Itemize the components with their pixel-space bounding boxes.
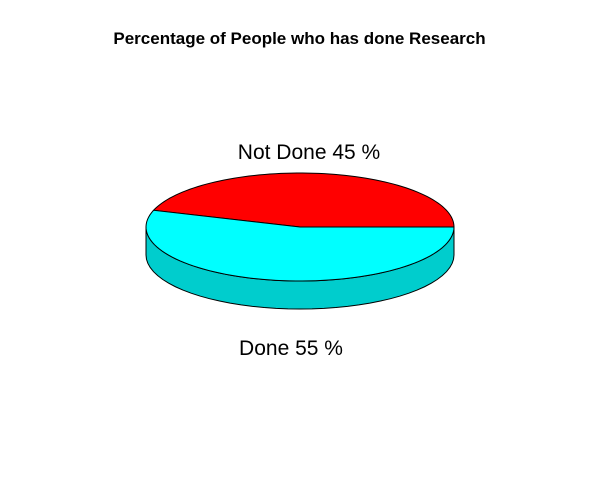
slice-label-not-done: Not Done 45 %: [238, 141, 380, 164]
pie-slice-not-done: [152, 172, 455, 228]
slice-label-done: Done 55 %: [239, 337, 343, 360]
chart-title: Percentage of People who has done Resear…: [113, 29, 486, 48]
pie-slice-done: [145, 209, 455, 282]
